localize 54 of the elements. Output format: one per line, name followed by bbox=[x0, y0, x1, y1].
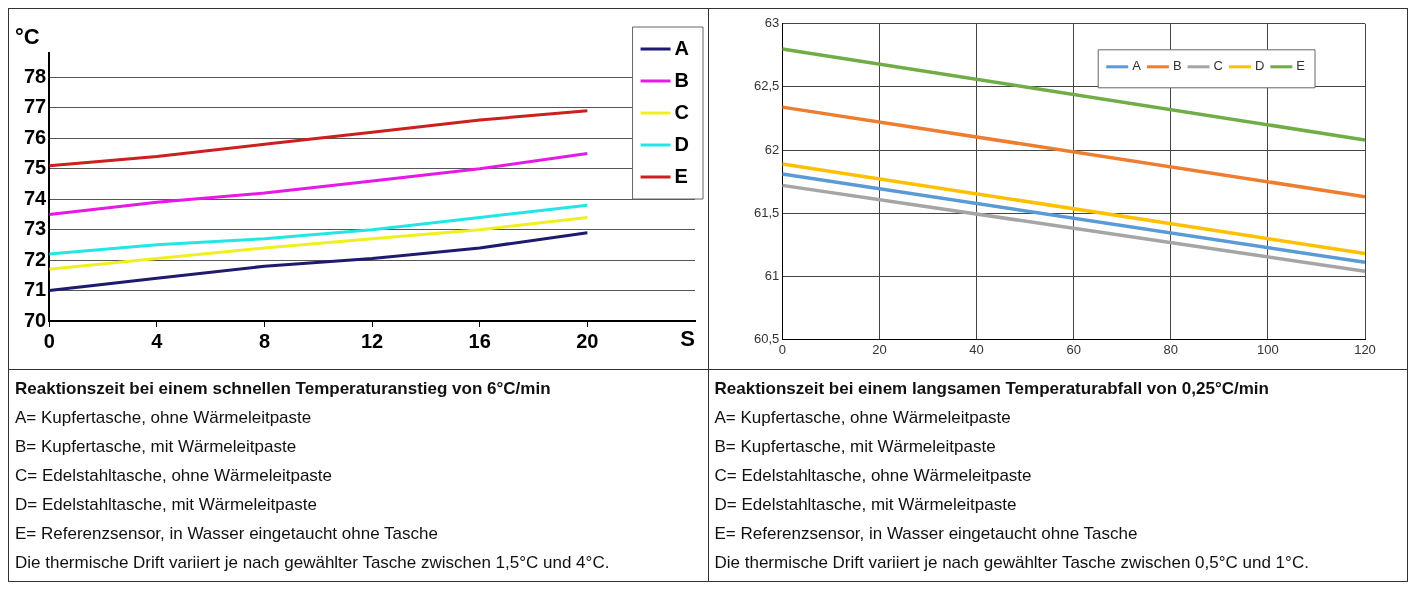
x-tick-label: 4 bbox=[151, 329, 164, 352]
y-tick-label: 75 bbox=[24, 156, 47, 179]
text: C= Edelstahltasche, ohne Wärmeleitpaste bbox=[714, 465, 1033, 487]
x-tick-label: 20 bbox=[576, 329, 599, 352]
x-tick-label: 0 bbox=[43, 329, 56, 352]
x-tick-label: 12 bbox=[361, 329, 384, 352]
x-tick-label: 40 bbox=[969, 341, 984, 357]
legend-label: E bbox=[674, 164, 689, 187]
y-tick-label: 77 bbox=[24, 95, 47, 118]
x-tick-label: 0 bbox=[778, 341, 786, 357]
legend-label: A bbox=[674, 36, 690, 59]
y-tick-label: 70 bbox=[24, 308, 47, 331]
text: D= Edelstahltasche, mit Wärmeleitpaste bbox=[714, 494, 1018, 516]
y-tick-label: 63 bbox=[764, 15, 780, 31]
legend-label: B bbox=[1172, 58, 1182, 74]
y-tick-label: 78 bbox=[24, 64, 47, 87]
y-tick-label: 61 bbox=[764, 267, 780, 283]
text: B= Kupfertasche, mit Wärmeleitpaste bbox=[714, 436, 997, 458]
y-tick-label: 71 bbox=[24, 278, 47, 301]
text: Reaktionszeit bei einem schnellen Temperaturanstieg von 6°C/min bbox=[15, 378, 552, 400]
text: Die thermische Drift variiert je nach gewählter Tasche zwischen 0,5°C und 1°C. bbox=[714, 552, 1310, 574]
text: Reaktionszeit bei einem langsamen Temperaturabfall von 0,25°C/min bbox=[714, 378, 1270, 400]
x-tick-label: 8 bbox=[259, 329, 271, 352]
legend-label: B bbox=[674, 68, 690, 91]
text: A= Kupfertasche, ohne Wärmeleitpaste bbox=[714, 407, 1012, 429]
y-tick-label: 74 bbox=[24, 186, 48, 209]
text: C= Edelstahltasche, ohne Wärmeleitpaste bbox=[15, 465, 334, 487]
x-tick-label: 60 bbox=[1066, 341, 1081, 357]
x-tick-label: 120 bbox=[1353, 341, 1376, 357]
x-tick-label: 20 bbox=[871, 341, 887, 357]
y-tick-label: 61,5 bbox=[753, 204, 780, 220]
text: E= Referenzsensor, in Wasser eingetaucht ohne Tasche bbox=[714, 523, 1139, 545]
y-tick-label: 73 bbox=[24, 217, 47, 240]
legend-label: D bbox=[674, 132, 690, 155]
y-tick-label: 72 bbox=[24, 247, 47, 270]
legend-label: E bbox=[1296, 58, 1306, 74]
y-tick-label: 62 bbox=[764, 141, 780, 157]
text: D= Edelstahltasche, mit Wärmeleitpaste bbox=[15, 494, 318, 516]
legend-label: A bbox=[1131, 58, 1141, 74]
legend-label: C bbox=[674, 100, 690, 123]
x-tick-label: 16 bbox=[468, 329, 492, 352]
text: A= Kupfertasche, ohne Wärmeleitpaste bbox=[15, 407, 313, 429]
y-tick-label: 76 bbox=[24, 125, 47, 148]
legend-label: C bbox=[1213, 58, 1223, 74]
x-tick-label: 100 bbox=[1256, 341, 1279, 357]
y-tick-label: 60,5 bbox=[753, 330, 780, 346]
text: E= Referenzsensor, in Wasser eingetaucht ohne Tasche bbox=[15, 523, 439, 545]
text: Die thermische Drift variiert je nach gewählter Tasche zwischen 1,5°C und 4°C. bbox=[15, 552, 611, 574]
y-axis-title: °C bbox=[15, 24, 40, 50]
text: B= Kupfertasche, mit Wärmeleitpaste bbox=[15, 436, 298, 458]
y-tick-label: 62,5 bbox=[753, 78, 780, 94]
x-axis-title: S bbox=[680, 326, 696, 352]
legend-label: D bbox=[1254, 58, 1265, 74]
x-tick-label: 80 bbox=[1163, 341, 1178, 357]
